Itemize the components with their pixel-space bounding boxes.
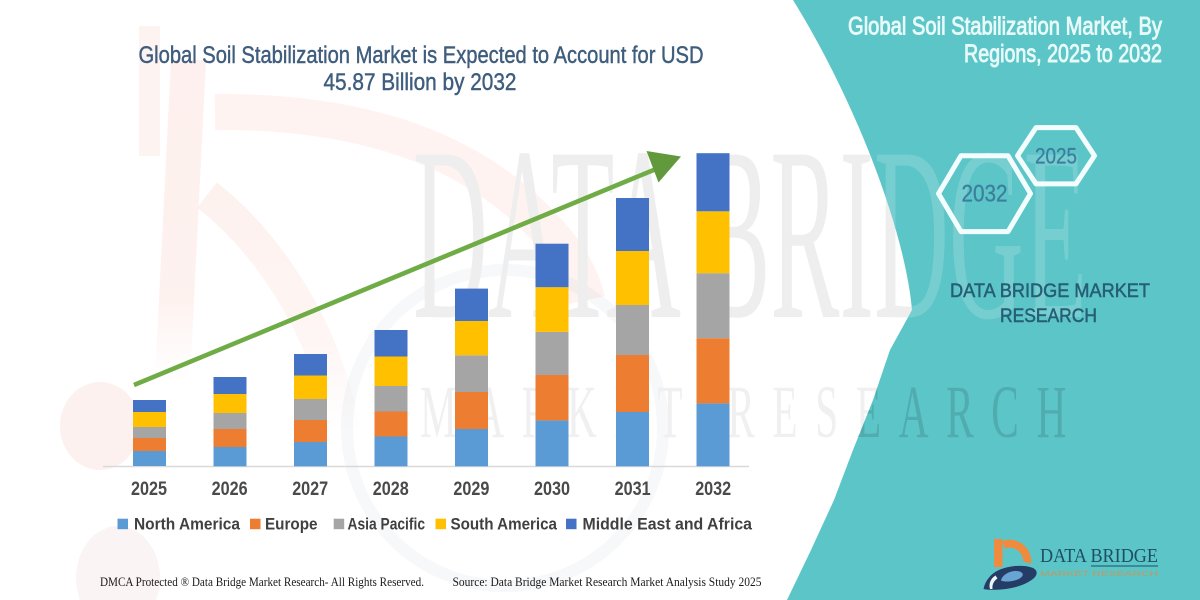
- svg-text:2029: 2029: [453, 479, 489, 500]
- svg-text:2032: 2032: [695, 479, 731, 500]
- svg-text:2030: 2030: [534, 479, 570, 500]
- svg-text:2027: 2027: [292, 479, 328, 500]
- svg-text:Middle East and Africa: Middle East and Africa: [583, 515, 753, 534]
- svg-text:South America: South America: [451, 515, 558, 534]
- svg-text:Europe: Europe: [265, 515, 318, 534]
- svg-text:45.87 Billion by 2032: 45.87 Billion by 2032: [324, 69, 517, 96]
- svg-text:North America: North America: [134, 515, 240, 534]
- svg-text:Global Soil Stabilization Mark: Global Soil Stabilization Market is Expe…: [139, 42, 704, 69]
- svg-text:Global Soil Stabilization Mark: Global Soil Stabilization Market, By: [848, 13, 1162, 41]
- svg-text:Regions, 2025 to 2032: Regions, 2025 to 2032: [964, 40, 1162, 68]
- svg-text:DMCA Protected ® Data Bridge M: DMCA Protected ® Data Bridge Market Rese…: [100, 575, 424, 589]
- svg-text:2025: 2025: [131, 479, 167, 500]
- svg-text:2026: 2026: [212, 479, 248, 500]
- svg-text:RESEARCH: RESEARCH: [1000, 305, 1097, 327]
- svg-text:2025: 2025: [1035, 144, 1077, 169]
- svg-text:2032: 2032: [962, 181, 1008, 208]
- svg-text:Asia Pacific: Asia Pacific: [348, 515, 426, 534]
- svg-text:DATA BRIDGE: DATA BRIDGE: [1040, 545, 1158, 567]
- svg-text:DATA BRIDGE MARKET: DATA BRIDGE MARKET: [950, 280, 1150, 302]
- svg-text:2031: 2031: [615, 479, 651, 500]
- svg-text:Source: Data Bridge Market Res: Source: Data Bridge Market Research Mark…: [453, 575, 762, 589]
- svg-text:2028: 2028: [373, 479, 409, 500]
- svg-text:MARKET RESEARCH: MARKET RESEARCH: [1040, 569, 1158, 578]
